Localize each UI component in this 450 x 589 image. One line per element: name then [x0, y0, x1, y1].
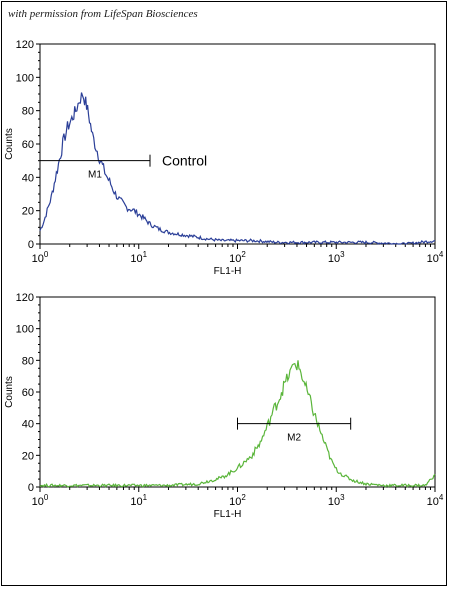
y-tick-label: 40	[22, 172, 34, 184]
x-tick-label: 100	[32, 493, 49, 508]
x-tick-label: 104	[427, 493, 444, 508]
x-tick-label: 100	[32, 250, 49, 265]
gate-label: M2	[287, 433, 301, 444]
y-tick-label: 0	[28, 239, 34, 251]
histogram-line	[39, 92, 436, 245]
histogram-control: 0 20 40 60 80 100 120 100 101 102 103 104 FL1-H Count…	[4, 39, 444, 277]
y-axis-label: Counts	[4, 376, 15, 408]
y-tick-label: 60	[22, 139, 34, 151]
y-tick-label: 40	[22, 419, 34, 431]
y-tick-label: 0	[28, 482, 34, 494]
x-tick-label: 102	[229, 493, 246, 508]
plot-area	[39, 43, 436, 245]
annotation-label: Control	[162, 153, 207, 169]
x-tick-label: 102	[229, 250, 246, 265]
gate-label: M1	[88, 170, 102, 181]
y-tick-label: 60	[22, 387, 34, 399]
x-axis-label: FL1-H	[214, 266, 242, 277]
y-tick-label: 100	[16, 324, 34, 336]
y-tick-label: 120	[16, 292, 34, 304]
histogram-line	[39, 360, 436, 488]
x-axis-label: FL1-H	[214, 509, 242, 520]
y-tick-label: 120	[16, 39, 34, 51]
histogram-sample: 0 20 40 60 80 100 120 100 101 102 103 104 FL1-H Count…	[4, 292, 444, 520]
y-tick-label: 80	[22, 106, 34, 118]
y-tick-label: 80	[22, 355, 34, 367]
y-tick-label: 20	[22, 206, 34, 218]
x-tick-label: 101	[130, 493, 147, 508]
plot-area	[39, 296, 436, 488]
y-tick-label: 100	[16, 72, 34, 84]
x-tick-label: 103	[328, 493, 345, 508]
y-axis-label: Counts	[4, 128, 15, 160]
x-tick-label: 103	[328, 250, 345, 265]
x-tick-label: 104	[427, 250, 444, 265]
x-tick-label: 101	[130, 250, 147, 265]
y-tick-label: 20	[22, 450, 34, 462]
credit-text: with permission from LifeSpan Bioscience…	[8, 8, 198, 20]
